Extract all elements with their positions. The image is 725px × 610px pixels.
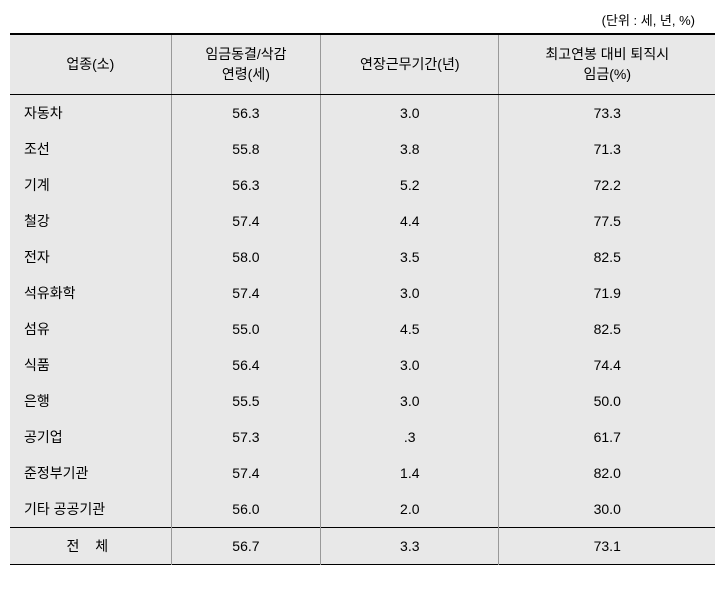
- cell-industry: 식품: [10, 347, 171, 383]
- total-cell-industry: 전 체: [10, 528, 171, 565]
- table-row: 조선55.83.871.3: [10, 131, 715, 167]
- total-cell-wage_pct: 73.1: [499, 528, 715, 565]
- cell-age: 55.0: [171, 311, 320, 347]
- cell-age: 57.4: [171, 275, 320, 311]
- cell-industry: 공기업: [10, 419, 171, 455]
- cell-age: 57.4: [171, 455, 320, 491]
- cell-extension: 3.0: [321, 383, 499, 419]
- table-body: 자동차56.33.073.3조선55.83.871.3기계56.35.272.2…: [10, 95, 715, 565]
- table-row: 기계56.35.272.2: [10, 167, 715, 203]
- cell-extension: 3.0: [321, 347, 499, 383]
- cell-age: 56.4: [171, 347, 320, 383]
- cell-wage_pct: 77.5: [499, 203, 715, 239]
- cell-wage_pct: 50.0: [499, 383, 715, 419]
- cell-industry: 기타 공공기관: [10, 491, 171, 528]
- cell-industry: 준정부기관: [10, 455, 171, 491]
- cell-industry: 조선: [10, 131, 171, 167]
- table-row: 기타 공공기관56.02.030.0: [10, 491, 715, 528]
- total-cell-age: 56.7: [171, 528, 320, 565]
- cell-industry: 석유화학: [10, 275, 171, 311]
- cell-extension: 3.8: [321, 131, 499, 167]
- cell-extension: 3.5: [321, 239, 499, 275]
- cell-age: 57.3: [171, 419, 320, 455]
- table-total-row: 전 체56.73.373.1: [10, 528, 715, 565]
- cell-industry: 은행: [10, 383, 171, 419]
- cell-age: 55.5: [171, 383, 320, 419]
- cell-wage_pct: 71.9: [499, 275, 715, 311]
- col-header-wage-pct: 최고연봉 대비 퇴직시임금(%): [499, 34, 715, 95]
- cell-age: 55.8: [171, 131, 320, 167]
- table-row: 자동차56.33.073.3: [10, 95, 715, 132]
- cell-wage_pct: 73.3: [499, 95, 715, 132]
- cell-age: 56.0: [171, 491, 320, 528]
- total-cell-extension: 3.3: [321, 528, 499, 565]
- cell-industry: 섬유: [10, 311, 171, 347]
- table-row: 준정부기관57.41.482.0: [10, 455, 715, 491]
- table-row: 석유화학57.43.071.9: [10, 275, 715, 311]
- cell-wage_pct: 30.0: [499, 491, 715, 528]
- cell-age: 58.0: [171, 239, 320, 275]
- cell-wage_pct: 82.5: [499, 239, 715, 275]
- cell-age: 57.4: [171, 203, 320, 239]
- table-row: 공기업57.3.361.7: [10, 419, 715, 455]
- cell-industry: 기계: [10, 167, 171, 203]
- col-header-industry: 업종(소): [10, 34, 171, 95]
- cell-wage_pct: 82.0: [499, 455, 715, 491]
- cell-extension: .3: [321, 419, 499, 455]
- table-row: 식품56.43.074.4: [10, 347, 715, 383]
- cell-wage_pct: 82.5: [499, 311, 715, 347]
- table-row: 섬유55.04.582.5: [10, 311, 715, 347]
- data-table: 업종(소) 임금동결/삭감연령(세) 연장근무기간(년) 최고연봉 대비 퇴직시…: [10, 33, 715, 565]
- table-row: 전자58.03.582.5: [10, 239, 715, 275]
- cell-wage_pct: 61.7: [499, 419, 715, 455]
- cell-wage_pct: 72.2: [499, 167, 715, 203]
- unit-label: (단위 : 세, 년, %): [10, 10, 715, 29]
- table-row: 은행55.53.050.0: [10, 383, 715, 419]
- cell-extension: 3.0: [321, 275, 499, 311]
- cell-extension: 3.0: [321, 95, 499, 132]
- cell-extension: 4.5: [321, 311, 499, 347]
- cell-extension: 1.4: [321, 455, 499, 491]
- cell-wage_pct: 71.3: [499, 131, 715, 167]
- cell-wage_pct: 74.4: [499, 347, 715, 383]
- cell-age: 56.3: [171, 95, 320, 132]
- col-header-age: 임금동결/삭감연령(세): [171, 34, 320, 95]
- cell-industry: 철강: [10, 203, 171, 239]
- cell-industry: 자동차: [10, 95, 171, 132]
- cell-extension: 2.0: [321, 491, 499, 528]
- table-row: 철강57.44.477.5: [10, 203, 715, 239]
- cell-industry: 전자: [10, 239, 171, 275]
- cell-extension: 5.2: [321, 167, 499, 203]
- col-header-extension: 연장근무기간(년): [321, 34, 499, 95]
- cell-age: 56.3: [171, 167, 320, 203]
- table-header-row: 업종(소) 임금동결/삭감연령(세) 연장근무기간(년) 최고연봉 대비 퇴직시…: [10, 34, 715, 95]
- cell-extension: 4.4: [321, 203, 499, 239]
